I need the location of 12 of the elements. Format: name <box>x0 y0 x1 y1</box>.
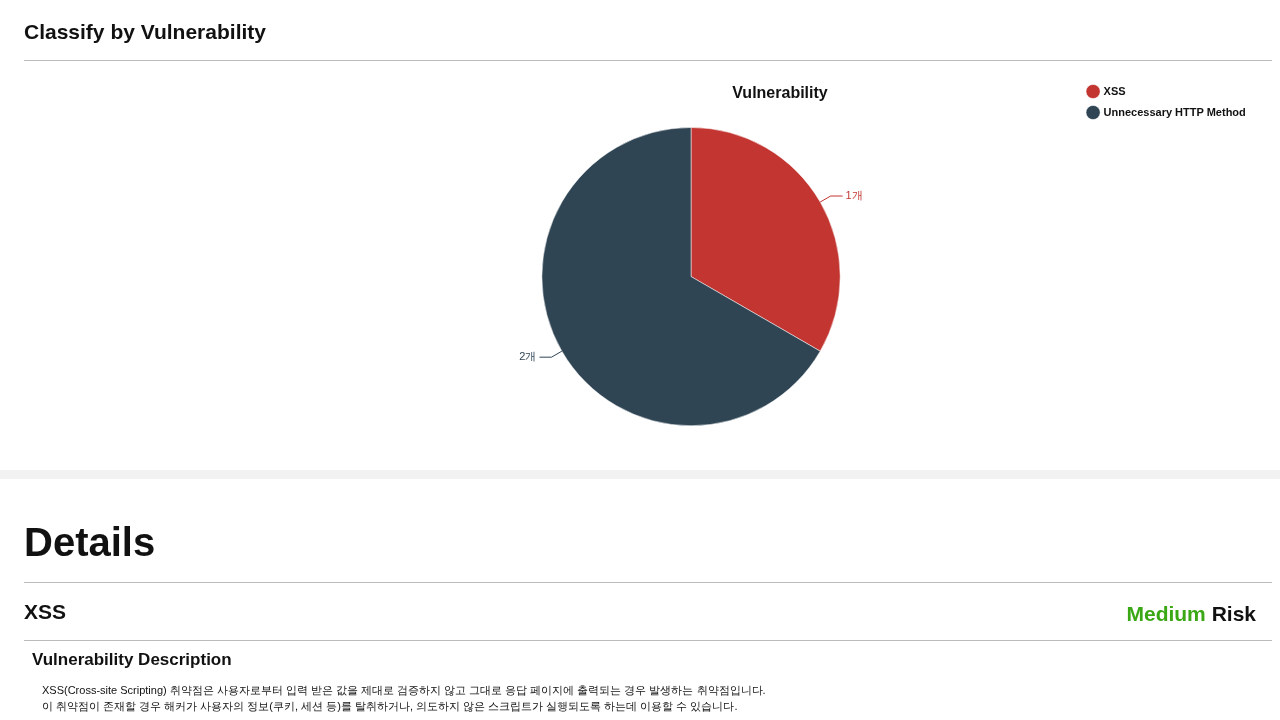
text: Medium Risk <box>1126 602 1256 626</box>
chart-title: Vulnerability <box>732 84 828 102</box>
text: Details <box>24 520 156 565</box>
text: XSS(Cross-site Scripting) 취약점은 사용자로부터 입력 받은 값을 제대로 검증하지 않고 그대로 응답 페이지에 출력되는 경우 발생하는 취약점입니다. <box>42 683 766 698</box>
data-label: 2개 <box>519 350 537 363</box>
data-label: 1개 <box>845 189 863 202</box>
text: Classify by Vulnerability <box>24 20 266 44</box>
legend-label: XSS <box>1103 84 1126 97</box>
text: Vulnerability Description <box>32 650 232 670</box>
text: XSS <box>24 600 67 624</box>
text: 이 취약점이 존재할 경우 해커가 사용자의 정보(쿠키, 세션 등)를 탈취하거나, 의도하지 않은 스크립트가 실행되도록 하는데 이용할 수 있습니다. <box>42 699 738 714</box>
legend-label: Unnecessary HTTP Method <box>1103 105 1246 118</box>
